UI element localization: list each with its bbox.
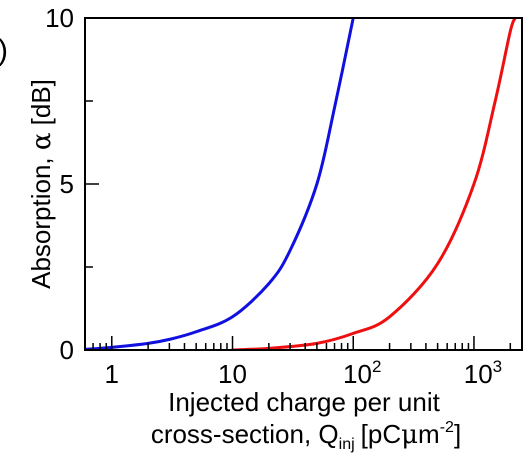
y-tick-label-0: 0 [60,335,74,365]
x-axis-label-line2-main: cross-section, Q [151,419,339,449]
y-tick-label-1: 5 [60,169,74,199]
x-tick-label-0: 1 [105,359,119,389]
x-tick-label-3: 103 [464,357,502,389]
series-layer [85,18,515,350]
x-axis-unit-mu: μ [401,420,418,450]
x-axis-label-subscript: inj [339,436,355,453]
y-axis-label-suffix: [dB] [26,79,56,132]
y-tick-label-2: 10 [45,3,74,33]
series-line-0 [85,18,353,349]
x-tick-label-2: 102 [343,357,381,389]
y-axis-label-prefix: Absorption, [26,150,56,289]
x-axis-label-line2: cross-section, Qinj [pCμm-2] [151,419,461,453]
plot-frame [85,18,522,350]
tick-layer: 1 10 102 103 0 5 10 [45,3,510,389]
panel-label-fragment: ) [0,34,8,67]
x-axis-unit-suffix: ] [454,419,461,449]
x-axis-label-line1: Injected charge per unit [168,387,441,417]
y-axis-label-symbol: α [27,133,57,151]
series-line-1 [233,18,516,350]
y-axis-label: Absorption, α [dB] [26,79,57,289]
x-tick-label-1: 10 [218,359,247,389]
x-axis-unit-m: m [418,419,440,449]
x-axis-unit-prefix: [pC [361,419,401,449]
x-axis-unit-exp: -2 [440,419,454,436]
